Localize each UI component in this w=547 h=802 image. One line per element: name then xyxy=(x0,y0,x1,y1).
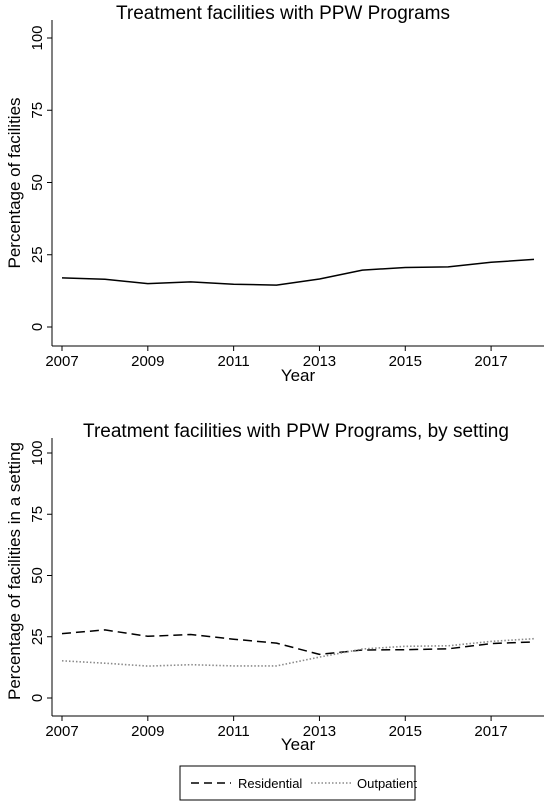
y-tick-label: 50 xyxy=(29,174,46,191)
x-tick-label: 2015 xyxy=(389,723,422,740)
chart-panel-by-setting: Treatment facilities with PPW Programs, … xyxy=(5,421,544,754)
y-axis-ticks: 0 25 50 75 100 xyxy=(29,440,52,702)
axes xyxy=(51,20,544,347)
y-tick-label: 0 xyxy=(29,694,46,702)
series-line-residential xyxy=(61,629,535,656)
x-tick-label: 2013 xyxy=(303,353,336,370)
y-tick-label: 100 xyxy=(29,440,46,465)
chart-title: Treatment facilities with PPW Programs, … xyxy=(83,421,509,442)
legend-label-residential: Residential xyxy=(238,776,302,791)
y-axis-title: Percentage of facilities in a setting xyxy=(5,442,24,700)
x-tick-label: 2015 xyxy=(389,353,422,370)
y-axis-title: Percentage of facilities xyxy=(5,97,24,268)
x-axis-ticks: 2007 2009 2011 2013 2015 2017 xyxy=(45,346,508,370)
x-axis-title: Year xyxy=(281,366,316,385)
series-line-outpatient xyxy=(61,637,535,667)
x-tick-label: 2011 xyxy=(218,723,250,740)
x-axis-title: Year xyxy=(281,735,316,754)
y-tick-label: 0 xyxy=(29,323,46,331)
x-tick-label: 2007 xyxy=(45,723,78,740)
y-axis-ticks: 0 25 50 75 100 xyxy=(29,25,52,331)
chart-panel-overall: Treatment facilities with PPW Programs P… xyxy=(5,3,544,385)
y-tick-label: 25 xyxy=(29,246,46,263)
x-tick-label: 2013 xyxy=(303,723,336,740)
series-layer xyxy=(61,258,535,286)
x-tick-label: 2017 xyxy=(474,353,507,370)
legend-label-outpatient: Outpatient xyxy=(357,776,417,791)
x-tick-label: 2007 xyxy=(45,353,78,370)
x-axis-ticks: 2007 2009 2011 2013 2015 2017 xyxy=(45,716,508,740)
y-tick-label: 75 xyxy=(29,506,46,523)
x-tick-label: 2017 xyxy=(474,723,507,740)
chart-title: Treatment facilities with PPW Programs xyxy=(116,3,450,24)
x-tick-label: 2011 xyxy=(218,353,250,370)
y-tick-label: 25 xyxy=(29,628,46,645)
legend: Residential Outpatient xyxy=(179,765,417,801)
legend-frame xyxy=(179,765,416,801)
x-tick-label: 2009 xyxy=(131,353,164,370)
series-layer xyxy=(61,629,535,667)
axes xyxy=(51,438,544,717)
y-tick-label: 100 xyxy=(29,25,46,50)
x-tick-label: 2009 xyxy=(131,723,164,740)
series-line-overall xyxy=(61,258,535,286)
y-tick-label: 50 xyxy=(29,567,46,584)
y-tick-label: 75 xyxy=(29,102,46,119)
